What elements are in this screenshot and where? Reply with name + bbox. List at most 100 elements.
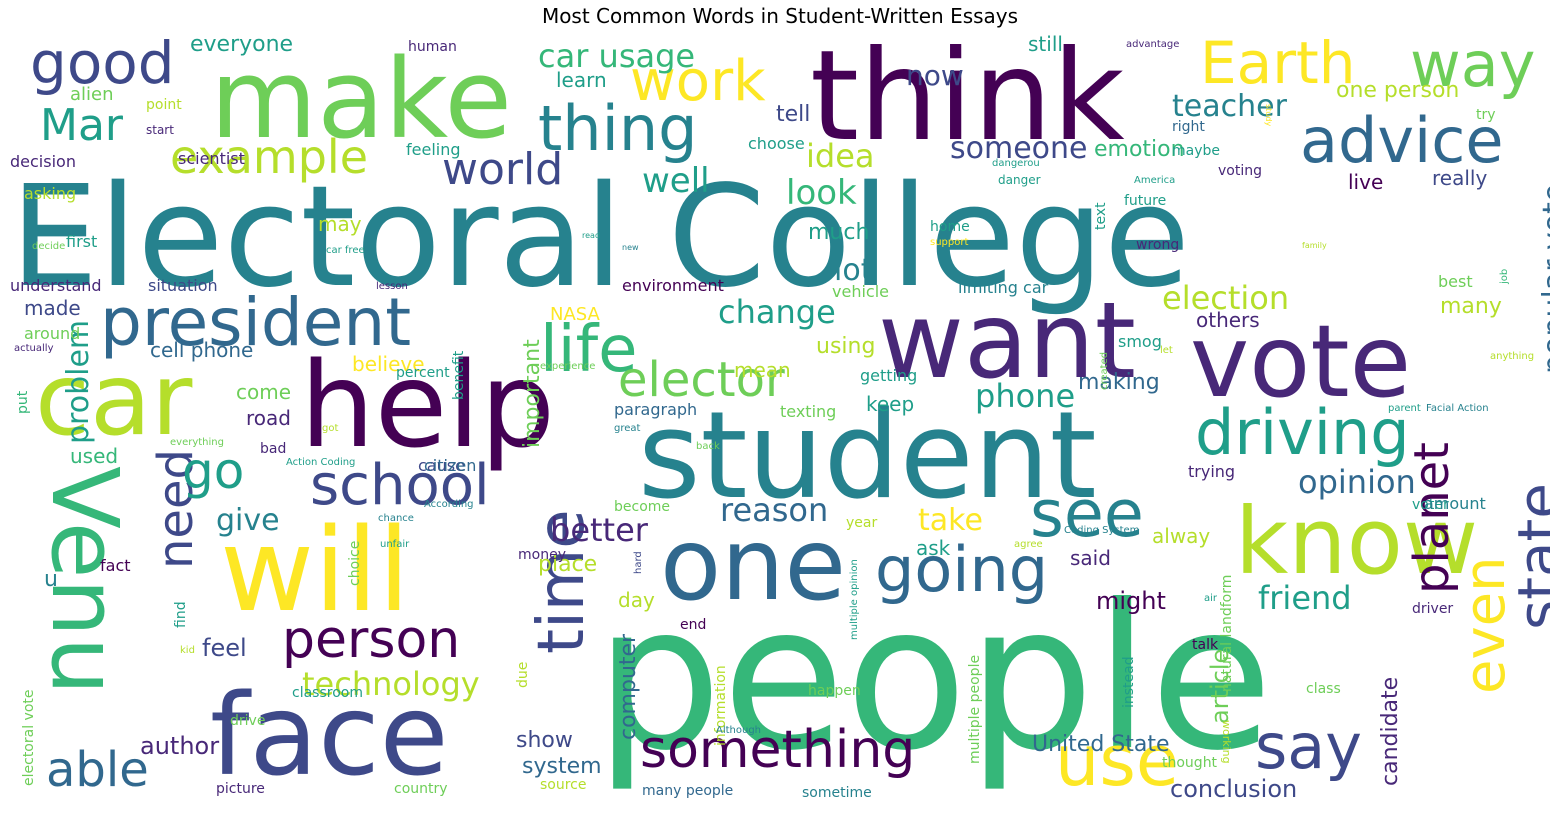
word: choose [748, 134, 805, 153]
word: end [680, 617, 707, 633]
word: place [538, 552, 598, 577]
word: put [15, 390, 31, 414]
word: Coding System [1064, 525, 1140, 536]
word: electoral vote [21, 689, 37, 787]
word: thought [1162, 755, 1218, 771]
word: well [642, 161, 710, 201]
word: take [918, 503, 983, 538]
word: one [660, 506, 847, 623]
word: mean [734, 358, 791, 382]
word: lesson [376, 281, 408, 292]
word: idea [806, 137, 875, 175]
word: air [1204, 593, 1218, 604]
word: experience [540, 361, 596, 372]
word: trying [1188, 462, 1236, 481]
word: kid [180, 645, 195, 656]
word: way [1410, 34, 1536, 101]
word: Venu [31, 466, 138, 696]
word: find [173, 601, 189, 628]
word: anything [1490, 351, 1535, 362]
word: multiple opinion [849, 559, 860, 640]
word: Mar [40, 100, 124, 151]
word: look [786, 173, 857, 213]
word: lot [834, 253, 873, 288]
word: driving [1195, 396, 1410, 469]
word: still [1028, 34, 1063, 56]
word: scientist [178, 149, 245, 168]
word: environment [622, 276, 724, 295]
word: let [1160, 345, 1173, 356]
word: author [140, 732, 220, 760]
word: start [146, 123, 174, 137]
word: try [1476, 107, 1496, 123]
word: phone [975, 377, 1076, 415]
word: NASA [550, 304, 600, 325]
word: able [46, 742, 149, 798]
word: see [1030, 477, 1144, 552]
word: working [1220, 720, 1233, 764]
word: something [640, 720, 916, 780]
word: reason [720, 491, 829, 529]
word: alway [1152, 524, 1211, 548]
word: technology [302, 665, 480, 703]
word: using [816, 334, 876, 359]
word: feeling [406, 140, 461, 159]
word: best [1438, 272, 1473, 291]
word: back [696, 441, 720, 452]
word: life [540, 313, 638, 387]
word: election [1162, 279, 1290, 317]
word: learn [556, 68, 607, 92]
word: ask [916, 536, 951, 560]
word: said [1070, 546, 1111, 570]
word: sometime [802, 785, 872, 801]
word: decide [32, 241, 66, 252]
page-title: Most Common Words in Student-Written Ess… [541, 4, 1019, 28]
word: human [408, 39, 457, 55]
word: picture [216, 781, 265, 797]
word: read [582, 231, 601, 240]
word: year [846, 515, 878, 531]
word: maybe [1172, 143, 1221, 159]
word: change [718, 293, 836, 331]
word: candidate [1378, 676, 1403, 786]
word: job [1499, 268, 1510, 284]
word: Facial Action [1426, 403, 1489, 414]
word: car [35, 341, 193, 458]
word: texting [780, 402, 837, 421]
word: bad [260, 441, 287, 457]
word: think [810, 34, 1125, 169]
word: wrong [1136, 237, 1180, 253]
word: understand [10, 276, 102, 295]
word: America [1134, 175, 1176, 186]
word: Electoral College [10, 156, 1191, 319]
word: limiting car [958, 278, 1049, 297]
word: benefit [451, 350, 467, 400]
word: alien [70, 84, 114, 105]
word: feel [202, 634, 247, 662]
word: now [906, 59, 964, 92]
word: cell phone [150, 338, 254, 362]
word: Earth [1200, 34, 1356, 97]
word: citizen [424, 456, 477, 475]
word: fact [100, 556, 131, 575]
word: country [394, 781, 448, 797]
word: great [614, 423, 641, 434]
word: car free [326, 245, 365, 256]
word: text [1093, 202, 1109, 230]
word: car usage [538, 37, 696, 75]
word: actually [14, 343, 54, 354]
word: Action Coding [286, 457, 356, 468]
word: others [1196, 308, 1260, 332]
word: know [1235, 488, 1479, 595]
word: show [516, 728, 573, 753]
word: become [614, 499, 671, 515]
word: source [540, 777, 587, 793]
word: choice [347, 540, 363, 586]
word: smog [1118, 332, 1162, 351]
word: drive [230, 713, 266, 729]
word: help [300, 336, 556, 474]
word: dangerou [992, 158, 1040, 169]
word: situation [148, 276, 218, 295]
word: thing [538, 92, 698, 165]
word: first [66, 232, 98, 251]
